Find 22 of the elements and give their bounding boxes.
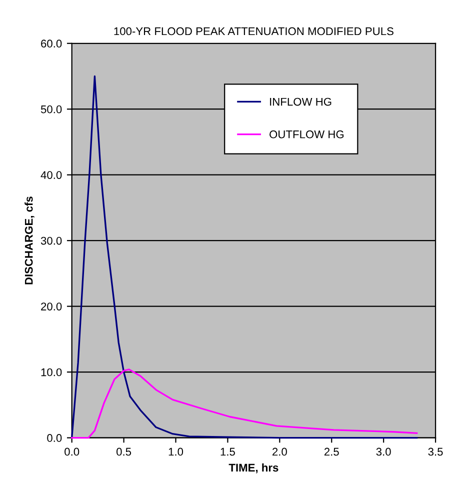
chart-title: 100-YR FLOOD PEAK ATTENUATION MODIFIED PULS <box>114 27 394 36</box>
x-tick-label: 3.0 <box>376 448 391 456</box>
y-axis-title: DISCHARGE, cfs <box>24 196 34 284</box>
y-tick-label: 30.0 <box>40 236 62 245</box>
x-tick-label: 1.5 <box>220 448 235 456</box>
line-series <box>71 75 418 439</box>
x-tick-label: 3.5 <box>428 448 443 456</box>
line-series <box>71 368 418 439</box>
y-tick-label: 50.0 <box>40 105 62 114</box>
x-tick-label: 1.0 <box>168 448 184 456</box>
legend-label: INFLOW HG <box>270 98 332 106</box>
y-tick-label: 0.0 <box>47 434 62 442</box>
y-tick-label: 40.0 <box>40 171 62 179</box>
x-tick-label: 2.0 <box>272 448 287 456</box>
y-tick-label: 10.0 <box>41 368 62 376</box>
legend-label: OUTFLOW HG <box>270 130 344 138</box>
x-tick-label: 2.5 <box>324 448 339 456</box>
y-tick-label: 60.0 <box>41 40 62 48</box>
x-tick-label: 0.0 <box>64 448 80 456</box>
x-axis-title: TIME, hrs <box>228 463 278 474</box>
y-tick-label: 20.0 <box>41 302 62 310</box>
x-tick-label: 0.5 <box>116 448 132 456</box>
